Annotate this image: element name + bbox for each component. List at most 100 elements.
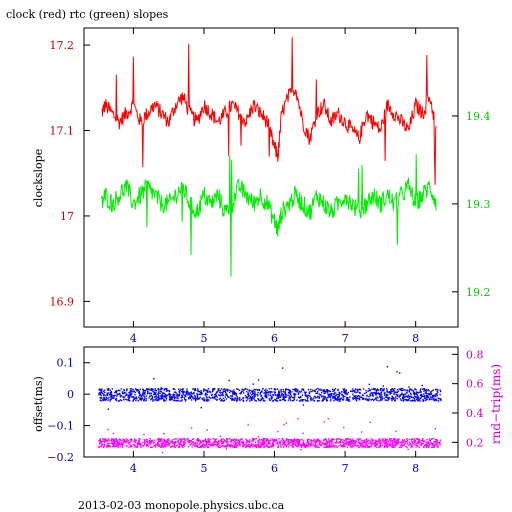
rndtrip-point	[386, 446, 389, 449]
offset-point	[376, 389, 378, 392]
offset-point	[399, 372, 401, 374]
offset-point	[378, 400, 380, 402]
offset-point	[137, 389, 139, 391]
rndtrip-point	[402, 441, 404, 443]
offset-point	[174, 391, 177, 393]
offset-point	[425, 398, 427, 401]
offset-point	[413, 395, 416, 397]
offset-point	[135, 399, 137, 402]
rndtrip-point	[119, 443, 121, 445]
rndtrip-point	[375, 440, 377, 443]
rndtrip-point	[293, 439, 295, 442]
offset-point	[206, 398, 208, 401]
offset-point	[168, 398, 171, 401]
rndtrip-point	[376, 443, 379, 445]
offset-point	[112, 397, 115, 399]
offset-point	[343, 388, 346, 390]
offset-point	[154, 398, 156, 400]
rndtrip-point	[343, 442, 346, 445]
rndtrip-point	[214, 439, 216, 442]
rndtrip-point	[383, 446, 385, 448]
offset-point	[253, 396, 256, 398]
rndtrip-point	[104, 439, 106, 441]
rndtrip-point	[195, 445, 198, 447]
offset-point	[182, 390, 184, 392]
rndtrip-point	[345, 443, 347, 445]
offset-point	[177, 395, 179, 398]
rndtrip-point	[200, 446, 202, 448]
rndtrip-point	[234, 446, 237, 448]
offset-point	[165, 399, 167, 401]
offset-point	[183, 397, 185, 399]
rndtrip-point	[255, 445, 258, 448]
offset-point	[352, 398, 355, 400]
rndtrip-point	[426, 439, 428, 441]
offset-point	[244, 388, 246, 390]
offset-point	[312, 397, 315, 399]
offset-point	[313, 390, 315, 392]
offset-point	[382, 385, 384, 387]
offset-point	[414, 400, 416, 402]
rndtrip-point	[252, 440, 255, 442]
offset-point	[318, 397, 320, 399]
rndtrip-point	[273, 440, 276, 442]
offset-point	[433, 394, 436, 397]
rndtrip-point	[393, 438, 395, 441]
offset-point	[100, 400, 102, 402]
offset-point	[315, 392, 317, 394]
offset-point	[348, 398, 350, 401]
offset-point	[423, 395, 425, 398]
offset-point	[126, 390, 128, 392]
offset-point	[408, 391, 410, 393]
offset-point	[358, 397, 361, 399]
rndtrip-point	[286, 443, 289, 446]
rndtrip-point	[385, 438, 387, 441]
rndtrip-point	[401, 442, 403, 444]
rndtrip-point	[406, 438, 408, 440]
offset-point	[254, 399, 256, 402]
rndtrip-point	[386, 445, 389, 447]
rndtrip-point	[240, 438, 243, 440]
offset-point	[219, 391, 221, 393]
rndtrip-point	[171, 440, 173, 442]
rndtrip-point	[217, 446, 220, 449]
offset-point	[264, 400, 266, 402]
rndtrip-point	[320, 445, 323, 447]
rndtrip-point	[335, 438, 338, 440]
rndtrip-point	[416, 438, 418, 440]
rndtrip-point	[378, 439, 380, 441]
rndtrip-point	[214, 438, 216, 440]
rndtrip-point	[428, 438, 431, 440]
rndtrip-point	[415, 446, 417, 448]
offset-point	[164, 400, 166, 402]
rndtrip-point	[313, 441, 315, 444]
rndtrip-point	[164, 439, 166, 441]
offset-point	[331, 388, 334, 391]
rndtrip-point	[404, 442, 407, 444]
rndtrip-point	[247, 444, 249, 446]
offset-point	[225, 391, 227, 394]
offset-point	[151, 388, 153, 390]
rndtrip-point	[115, 438, 117, 440]
rndtrip-point	[255, 438, 258, 440]
offset-point	[410, 394, 412, 396]
offset-point	[430, 398, 432, 400]
rndtrip-point	[118, 441, 120, 443]
rndtrip-point	[262, 440, 265, 443]
offset-point	[221, 391, 223, 394]
offset-point	[232, 393, 234, 395]
offset-point	[206, 396, 208, 399]
offset-point	[425, 394, 428, 397]
offset-point	[423, 388, 426, 390]
offset-point	[427, 388, 429, 391]
offset-point	[420, 391, 423, 393]
offset-point	[433, 394, 435, 397]
rndtrip-point	[333, 446, 336, 448]
rndtrip-point	[366, 438, 368, 440]
offset-point	[191, 392, 193, 395]
rndtrip-point	[129, 441, 131, 444]
offset-point	[155, 389, 157, 392]
offset-point	[400, 387, 402, 390]
rndtrip-point	[136, 446, 138, 448]
offset-point	[369, 393, 371, 395]
